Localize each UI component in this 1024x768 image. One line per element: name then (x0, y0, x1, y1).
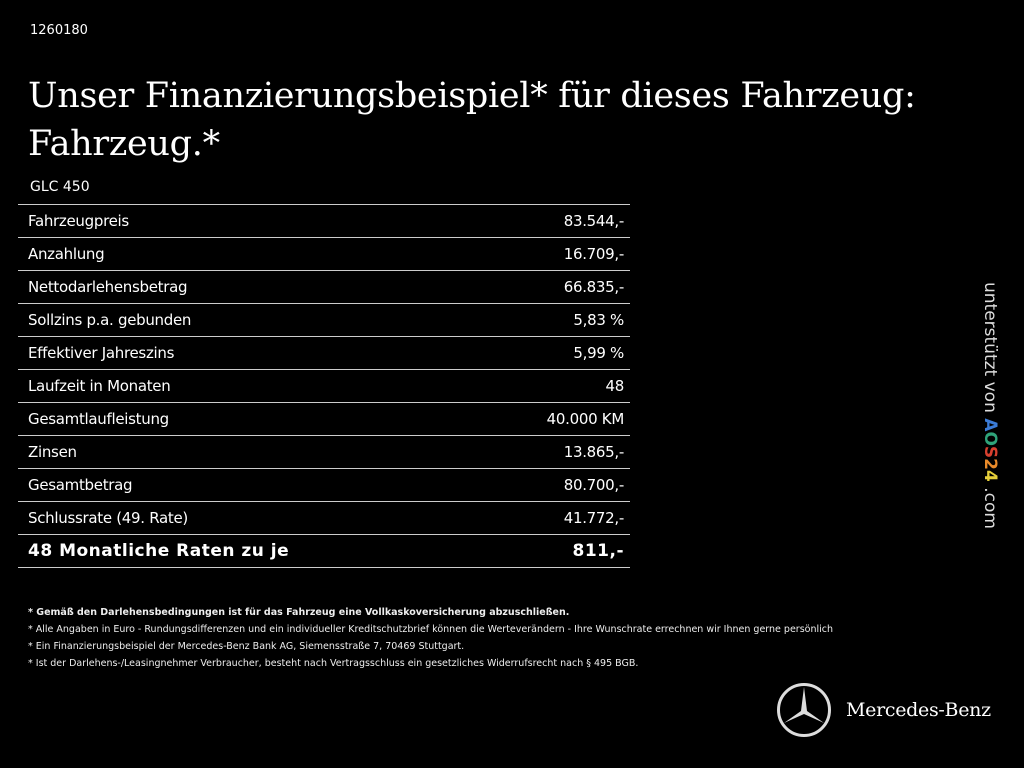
row-value: 80.700,- (475, 468, 630, 502)
row-label: Schlussrate (49. Rate) (18, 501, 476, 535)
footnotes: * Gemäß den Darlehensbedingungen ist für… (28, 604, 833, 672)
domain-suffix: .com (980, 481, 1000, 529)
row-value: 13.865,- (475, 435, 630, 469)
table-row: Effektiver Jahreszins 5,99 % (18, 336, 630, 370)
row-label: Fahrzeugpreis (18, 204, 476, 238)
table-row: Fahrzeugpreis 83.544,- (18, 204, 630, 238)
row-label: 48 Monatliche Raten zu je (18, 534, 476, 568)
supported-by-text: unterstützt von (980, 282, 1000, 419)
footnote: * Ein Finanzierungsbeispiel der Mercedes… (28, 641, 465, 652)
logo-letter: 2 (980, 458, 1000, 470)
supported-by-aos24: unterstützt von AOS24 .com (980, 282, 1000, 529)
table-row: Laufzeit in Monaten 48 (18, 369, 630, 403)
row-label: Gesamtbetrag (18, 468, 476, 502)
row-value: 41.772,- (475, 501, 630, 535)
table-row: Anzahlung 16.709,- (18, 237, 630, 271)
logo-letter: 4 (980, 469, 1000, 482)
row-label: Zinsen (18, 435, 476, 469)
row-label: Laufzeit in Monaten (18, 369, 476, 403)
row-label: Anzahlung (18, 237, 476, 271)
row-value: 811,- (475, 534, 630, 568)
footnote: * Gemäß den Darlehensbedingungen ist für… (28, 607, 570, 618)
row-value: 40.000 KM (475, 402, 630, 436)
row-value: 5,83 % (475, 303, 630, 337)
row-label: Nettodarlehensbetrag (18, 270, 476, 304)
page-title: Unser Finanzierungsbeispiel* für dieses … (28, 72, 916, 168)
model-name: GLC 450 (30, 179, 90, 195)
logo-letter: S (980, 445, 1000, 459)
logo-letter: A (980, 418, 1000, 432)
aos24-logo: AOS24 (980, 418, 1000, 482)
mercedes-star-icon (777, 683, 831, 737)
table-row: Gesamtbetrag 80.700,- (18, 468, 630, 502)
mercedes-benz-logo: Mercedes-Benz (776, 682, 991, 738)
row-value: 5,99 % (475, 336, 630, 370)
table-row: Sollzins p.a. gebunden 5,83 % (18, 303, 630, 337)
logo-letter: O (980, 431, 1000, 446)
table-row: 48 Monatliche Raten zu je 811,- (18, 534, 630, 568)
row-value: 83.544,- (475, 204, 630, 238)
listing-code: 1260180 (30, 23, 88, 38)
row-value: 16.709,- (475, 237, 630, 271)
row-label: Sollzins p.a. gebunden (18, 303, 476, 337)
title-line-2: Fahrzeug.* (28, 124, 220, 164)
table-row: Gesamtlaufleistung 40.000 KM (18, 402, 630, 436)
row-value: 66.835,- (475, 270, 630, 304)
brand-name: Mercedes-Benz (846, 699, 991, 721)
table-row: Schlussrate (49. Rate) 41.772,- (18, 501, 630, 535)
title-line-1: Unser Finanzierungsbeispiel* für dieses … (28, 76, 916, 116)
table-row: Zinsen 13.865,- (18, 435, 630, 469)
footnote: * Ist der Darlehens-/Leasingnehmer Verbr… (28, 658, 639, 669)
row-label: Effektiver Jahreszins (18, 336, 476, 370)
row-value: 48 (475, 369, 630, 403)
footnote: * Alle Angaben in Euro - Rundungsdiffere… (28, 624, 833, 635)
row-label: Gesamtlaufleistung (18, 402, 476, 436)
table-row: Nettodarlehensbetrag 66.835,- (18, 270, 630, 304)
finance-table: Fahrzeugpreis 83.544,- Anzahlung 16.709,- Ne… (18, 204, 630, 568)
